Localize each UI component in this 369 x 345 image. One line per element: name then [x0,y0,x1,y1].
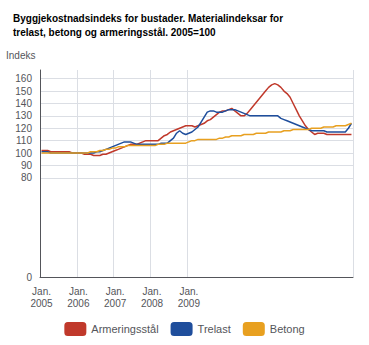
svg-text:Jan.: Jan. [32,286,51,297]
svg-text:2008: 2008 [141,298,164,309]
svg-text:130: 130 [15,110,32,121]
svg-text:100: 100 [15,148,32,159]
svg-text:160: 160 [15,73,32,84]
svg-text:0: 0 [26,272,32,283]
svg-text:Betong: Betong [270,323,305,335]
svg-text:120: 120 [15,123,32,134]
svg-text:Jan.: Jan. [106,286,125,297]
svg-text:Byggjekostnadsindeks for busta: Byggjekostnadsindeks for bustader. Mater… [13,13,283,24]
svg-text:2009: 2009 [178,298,201,309]
svg-text:Indeks: Indeks [6,50,35,61]
svg-text:110: 110 [16,135,32,146]
svg-text:Trelast: Trelast [198,323,231,335]
svg-text:trelast, betong og armeringsst: trelast, betong og armeringsstål. 2005=1… [13,27,216,38]
svg-text:Jan.: Jan. [179,286,198,297]
svg-text:Jan.: Jan. [69,286,88,297]
svg-text:2006: 2006 [67,298,90,309]
svg-text:140: 140 [15,98,32,109]
svg-text:Jan.: Jan. [143,286,162,297]
svg-text:90: 90 [21,160,33,171]
svg-text:2005: 2005 [30,298,53,309]
svg-text:150: 150 [15,86,32,97]
svg-text:2007: 2007 [104,298,127,309]
svg-text:Armeringsstål: Armeringsstål [91,323,158,335]
svg-text:80: 80 [21,172,33,183]
